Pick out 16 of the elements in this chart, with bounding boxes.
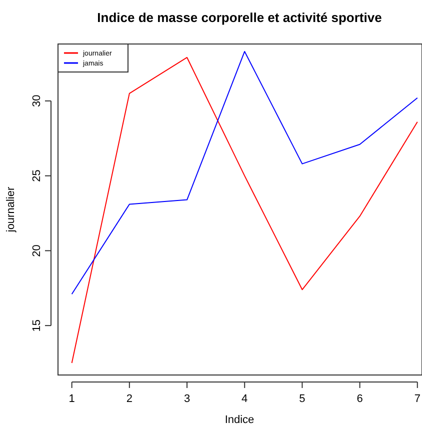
x-tick-label: 6 (356, 393, 363, 405)
x-axis-title: Indice (224, 414, 254, 426)
chart-title: Indice de masse corporelle et activité sportive (97, 10, 382, 25)
y-axis-title: journalier (5, 186, 17, 234)
x-tick-label: 7 (414, 393, 420, 405)
x-tick-label: 5 (299, 393, 306, 405)
x-tick-label: 1 (68, 393, 75, 405)
x-tick-label: 3 (184, 393, 190, 405)
line-series (71, 56, 418, 364)
x-tick-label: 4 (242, 393, 248, 405)
y-tick-label: 25 (31, 170, 43, 182)
y-tick-label: 20 (31, 244, 43, 257)
y-tick-label: 15 (31, 319, 43, 332)
y-tick-label: 30 (31, 94, 43, 108)
line-series (71, 50, 418, 295)
x-tick-label: 2 (126, 393, 132, 405)
